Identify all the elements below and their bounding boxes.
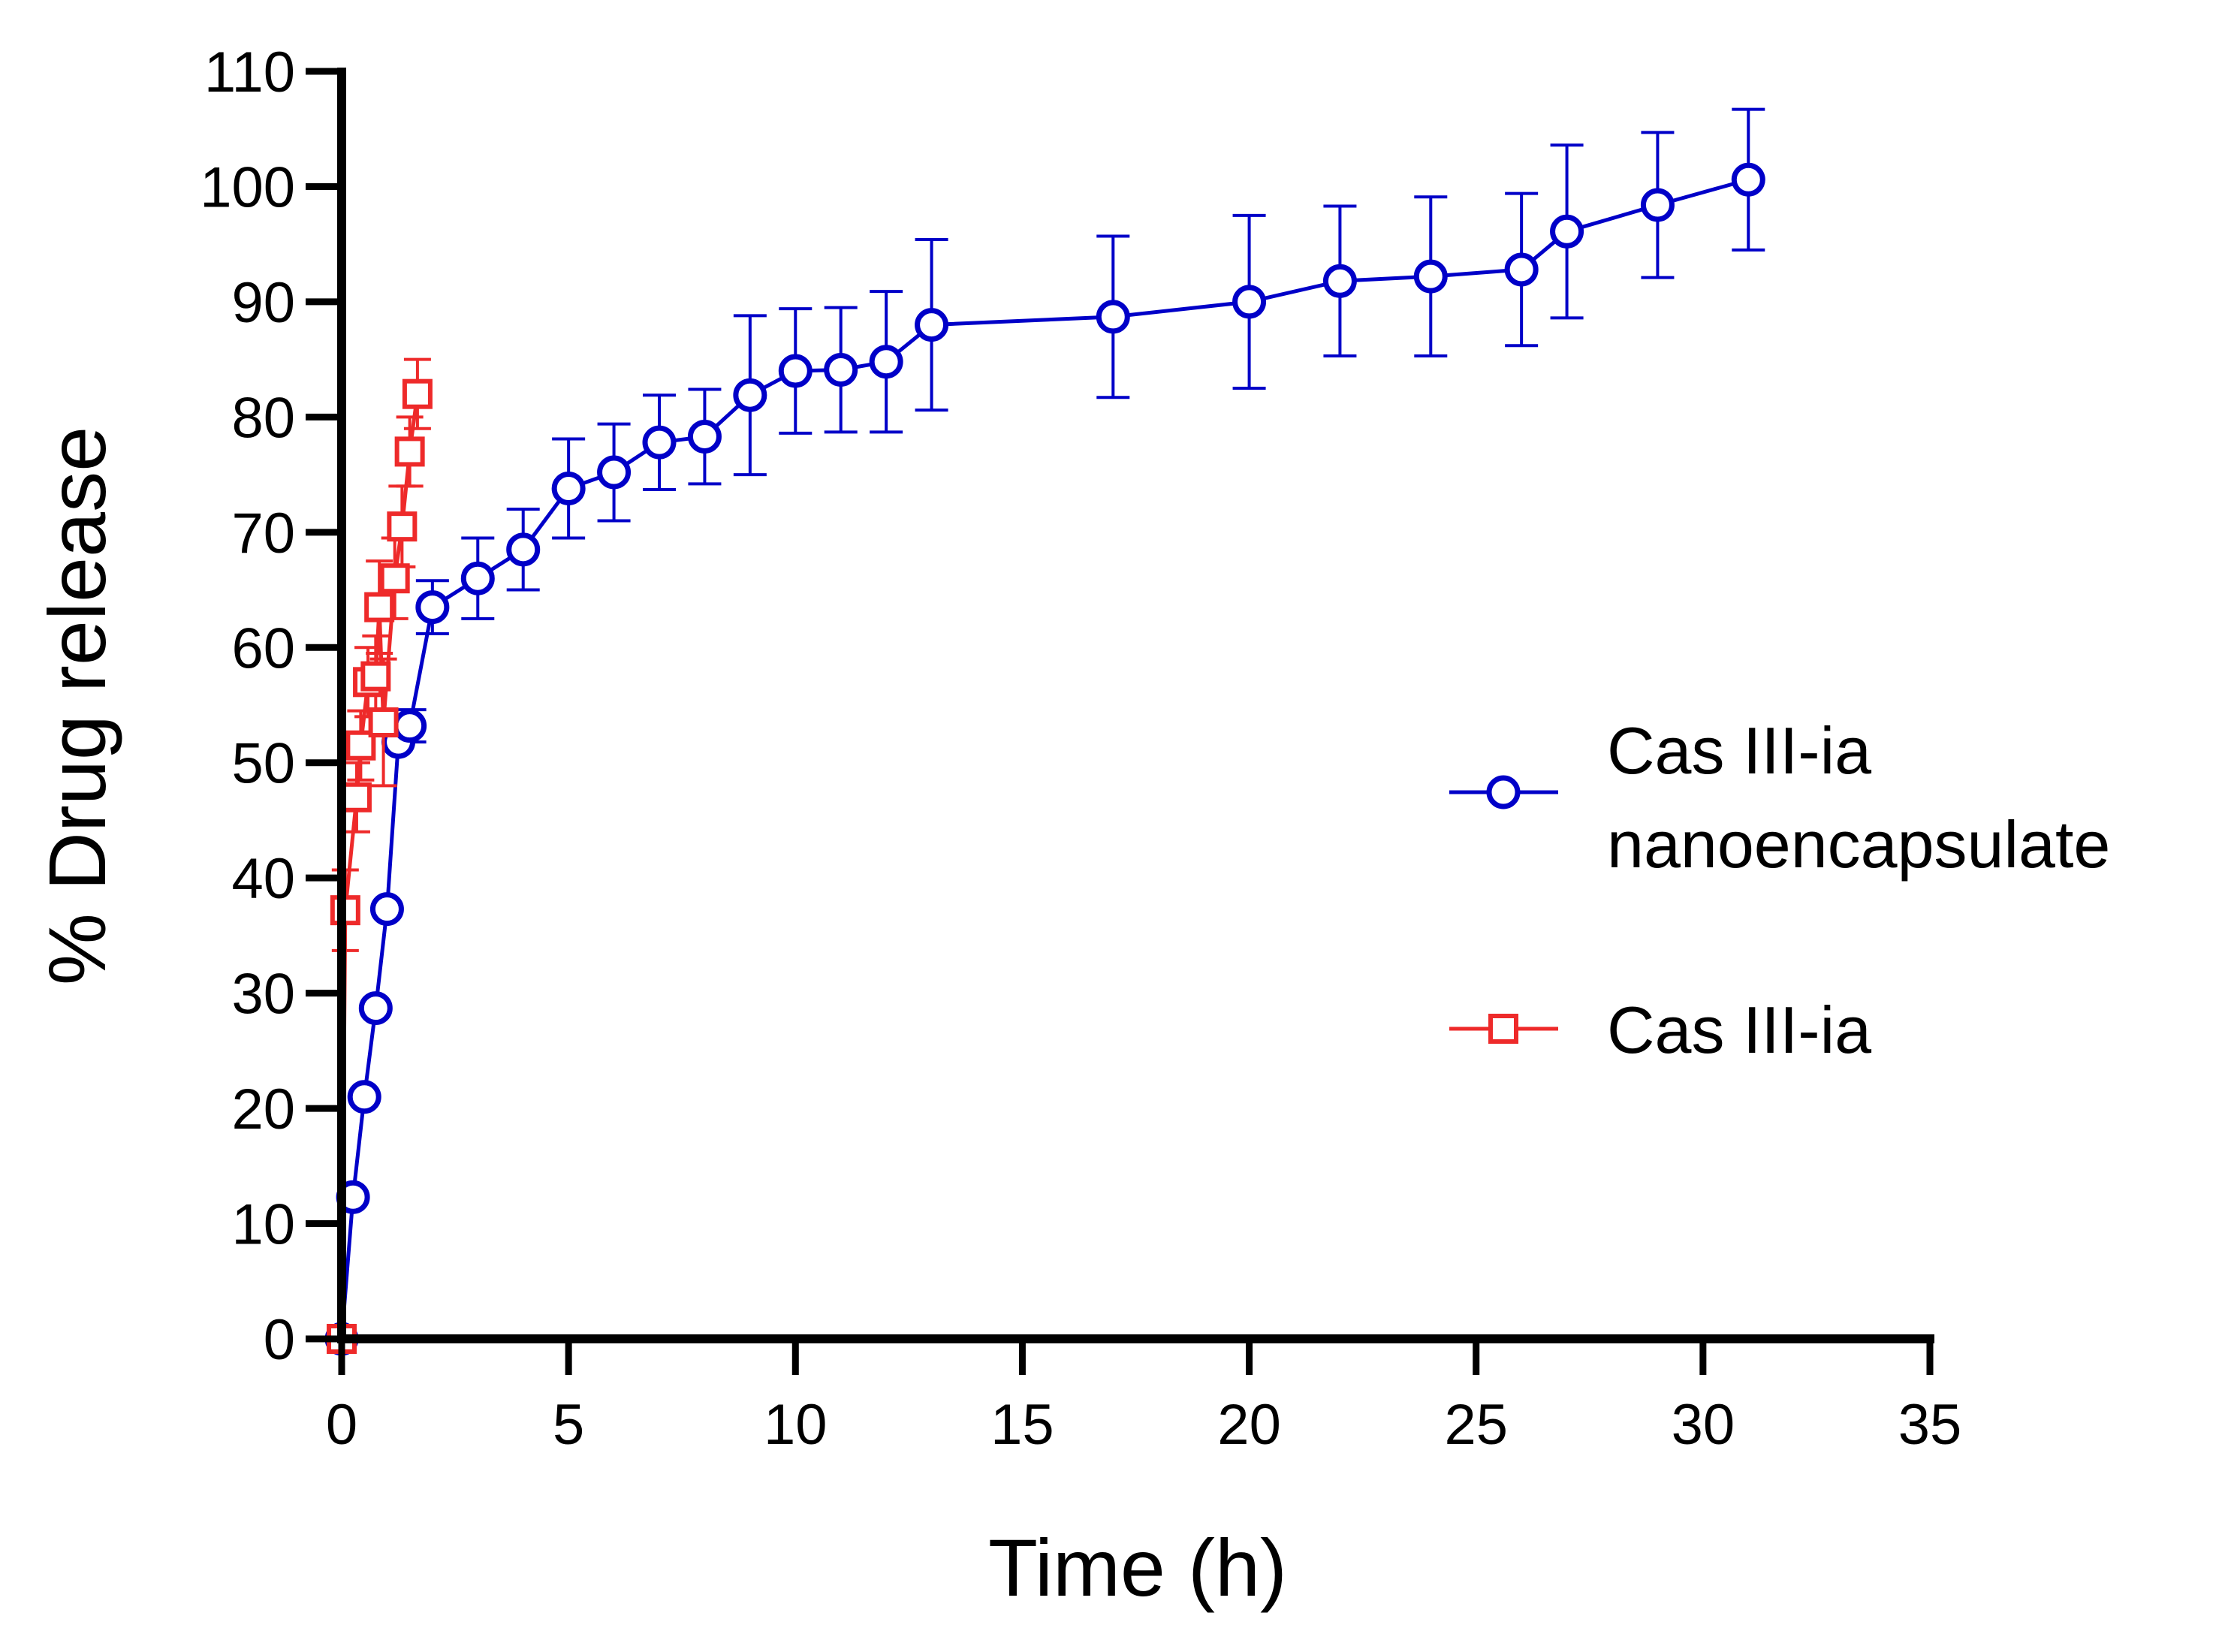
- x-tick-label: 5: [553, 1393, 584, 1457]
- data-point: [368, 707, 399, 738]
- data-point: [369, 892, 404, 927]
- data-point: [1640, 188, 1675, 222]
- x-tick-label: 35: [1898, 1393, 1962, 1457]
- data-point: [1413, 259, 1448, 294]
- data-point: [1232, 285, 1267, 319]
- y-tick-label: 0: [264, 1308, 295, 1372]
- data-point: [733, 378, 767, 412]
- data-point: [597, 455, 632, 490]
- y-axis-title: % Drug release: [32, 427, 122, 985]
- y-tick-label: 40: [231, 847, 295, 911]
- x-tick-label: 20: [1217, 1393, 1281, 1457]
- y-tick-label: 100: [200, 155, 295, 219]
- axes-layer: [337, 68, 1934, 1343]
- legend-entry: Cas III-ia nanoencapsulate: [1449, 713, 2110, 882]
- data-point: [360, 661, 391, 692]
- legend-marker: [1486, 775, 1521, 809]
- data-point: [642, 425, 677, 460]
- data-point: [506, 532, 541, 567]
- legend-label: nanoencapsulate: [1607, 807, 2110, 882]
- data-point: [415, 590, 450, 625]
- data-point: [1550, 214, 1584, 249]
- series-nanoencapsulate: [324, 107, 1765, 1356]
- series-free-drug: [327, 357, 433, 1354]
- legend: Cas III-ia nanoencapsulate Cas III-ia: [1449, 713, 2110, 1067]
- x-tick-label: 0: [326, 1393, 357, 1457]
- data-point: [1322, 264, 1357, 298]
- legend-entry: Cas III-ia: [1449, 993, 1871, 1067]
- y-tick-label: 10: [231, 1193, 295, 1257]
- data-point: [341, 782, 372, 812]
- data-point: [358, 991, 393, 1026]
- y-tick-label: 60: [231, 616, 295, 680]
- series-line: [339, 177, 1749, 1340]
- data-point: [869, 345, 903, 379]
- x-axis-title: Time (h): [988, 1522, 1287, 1613]
- x-tick-label: 25: [1444, 1393, 1508, 1457]
- data-point: [1504, 252, 1539, 287]
- data-point: [778, 354, 813, 388]
- series-layer: [324, 107, 1765, 1356]
- x-tick-label: 15: [990, 1393, 1054, 1457]
- y-tick-label: 80: [231, 386, 295, 450]
- data-point: [379, 563, 410, 594]
- data-point: [402, 378, 433, 409]
- data-point: [915, 308, 949, 342]
- y-tick-label: 110: [204, 41, 295, 104]
- data-point: [393, 709, 427, 743]
- data-point: [687, 419, 722, 454]
- ticks-layer: 0 10 20 30 40 50 60 70 80 90 100 110 0 5 10 15 20 25 30 35: [200, 41, 1961, 1457]
- data-point: [1096, 300, 1130, 334]
- data-point: [387, 511, 418, 542]
- y-tick-label: 90: [231, 271, 295, 335]
- x-tick-label: 30: [1672, 1393, 1735, 1457]
- y-tick-label: 20: [231, 1078, 295, 1141]
- y-tick-label: 70: [231, 502, 295, 565]
- legend-label: Cas III-ia: [1607, 713, 1871, 788]
- data-point: [1731, 162, 1765, 197]
- x-tick-label: 10: [764, 1393, 828, 1457]
- data-point: [460, 561, 495, 595]
- y-tick-label: 30: [231, 963, 295, 1026]
- data-point: [394, 436, 425, 467]
- data-point: [824, 352, 858, 387]
- data-point: [364, 592, 395, 623]
- data-point: [551, 472, 586, 506]
- data-point: [347, 1080, 381, 1114]
- legend-marker: [1488, 1014, 1518, 1044]
- y-tick-label: 50: [231, 732, 295, 796]
- legend-label: Cas III-ia: [1607, 993, 1871, 1067]
